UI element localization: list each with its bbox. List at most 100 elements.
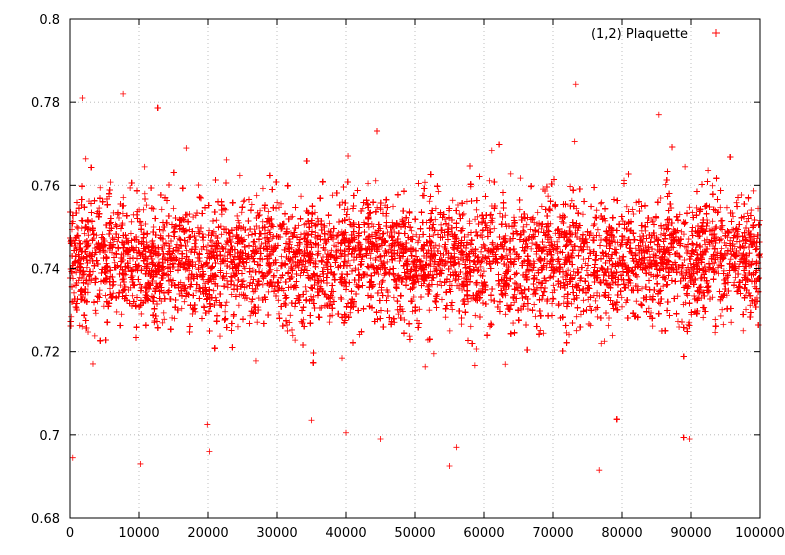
data-point	[719, 217, 725, 223]
data-point	[443, 314, 449, 320]
data-point	[677, 254, 683, 260]
data-point	[237, 173, 243, 179]
data-point	[150, 238, 156, 244]
data-point	[240, 198, 246, 204]
data-point	[247, 313, 253, 319]
data-point	[650, 323, 656, 329]
data-point	[686, 236, 692, 242]
data-point	[537, 327, 543, 333]
data-point	[610, 333, 616, 339]
data-point	[130, 293, 136, 299]
data-point	[588, 322, 594, 328]
data-point	[694, 205, 700, 211]
data-point	[129, 219, 135, 225]
data-point	[211, 288, 217, 294]
data-point	[409, 228, 415, 234]
data-point	[279, 253, 285, 259]
data-point	[169, 315, 175, 321]
data-point	[502, 361, 508, 367]
data-point	[529, 267, 535, 273]
data-point	[623, 299, 629, 305]
data-point	[224, 157, 230, 163]
data-point	[439, 297, 445, 303]
data-point	[527, 226, 533, 232]
data-point	[491, 226, 497, 232]
data-point	[260, 282, 266, 288]
data-point	[260, 185, 266, 191]
data-point	[253, 358, 259, 364]
data-point	[464, 199, 470, 205]
data-point	[676, 324, 682, 330]
data-point	[579, 248, 585, 254]
data-point	[166, 233, 172, 239]
data-point	[397, 247, 403, 253]
data-point	[208, 237, 214, 243]
data-point	[345, 251, 351, 257]
data-point	[239, 209, 245, 215]
data-point	[435, 292, 441, 298]
data-point	[190, 214, 196, 220]
data-point	[481, 268, 487, 274]
data-point	[663, 182, 669, 188]
data-point	[527, 261, 533, 267]
data-point	[303, 288, 309, 294]
data-point	[718, 224, 724, 230]
data-point	[473, 346, 479, 352]
data-point	[701, 238, 707, 244]
data-point	[444, 226, 450, 232]
data-point	[145, 279, 151, 285]
data-point	[490, 219, 496, 225]
data-point	[287, 312, 293, 318]
data-point	[338, 294, 344, 300]
data-point	[675, 318, 681, 324]
data-point	[144, 202, 150, 208]
data-point	[549, 301, 555, 307]
data-point	[734, 200, 740, 206]
data-point	[743, 307, 749, 313]
data-point	[396, 258, 402, 264]
data-point	[345, 206, 351, 212]
data-points	[67, 81, 763, 473]
data-point	[555, 250, 561, 256]
data-point	[71, 290, 77, 296]
data-point	[227, 264, 233, 270]
data-point	[620, 218, 626, 224]
data-point	[196, 182, 202, 188]
data-point	[179, 306, 185, 312]
data-point	[170, 229, 176, 235]
data-point	[435, 189, 441, 195]
data-point	[710, 218, 716, 224]
data-point	[394, 298, 400, 304]
data-point	[130, 282, 136, 288]
data-point	[695, 296, 701, 302]
data-point	[285, 328, 291, 334]
data-point	[254, 319, 260, 325]
data-point	[192, 241, 198, 247]
data-point	[532, 313, 538, 319]
data-point	[254, 192, 260, 198]
data-point	[102, 292, 108, 298]
data-point	[107, 179, 113, 185]
data-point	[128, 230, 134, 236]
data-point	[719, 245, 725, 251]
data-point	[427, 198, 433, 204]
data-point	[339, 355, 345, 361]
data-point	[605, 323, 611, 329]
data-point	[97, 287, 103, 293]
data-point	[99, 231, 105, 237]
data-point	[474, 268, 480, 274]
data-point	[422, 364, 428, 370]
data-point	[738, 192, 744, 198]
data-point	[595, 314, 601, 320]
data-point	[710, 183, 716, 189]
data-point	[430, 232, 436, 238]
data-point	[366, 210, 372, 216]
data-point	[748, 207, 754, 213]
data-point	[222, 309, 228, 315]
data-point	[120, 194, 126, 200]
data-point	[574, 328, 580, 334]
data-point	[74, 224, 80, 230]
data-point	[599, 249, 605, 255]
data-point	[183, 145, 189, 151]
data-point	[418, 246, 424, 252]
